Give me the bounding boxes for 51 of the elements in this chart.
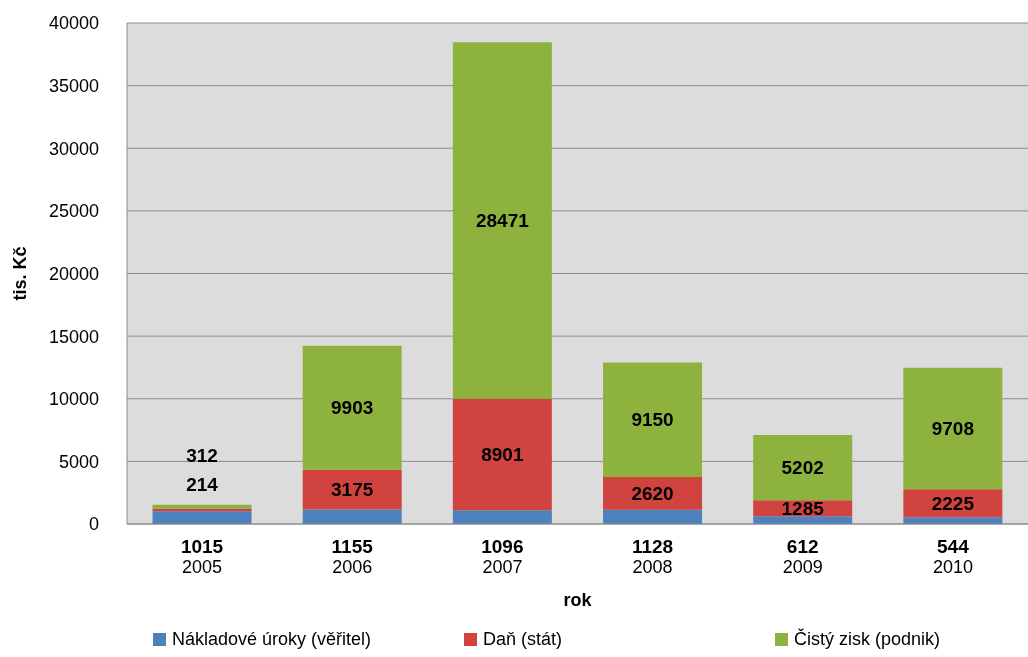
bar [302,345,402,470]
legend-label: Daň (stát) [483,628,563,650]
x-tick-label: 2006 [332,556,373,577]
bar [452,510,552,524]
y-tick-label: 15000 [48,326,99,347]
data-label: 8901 [481,444,524,466]
bar [603,509,703,524]
y-tick-label: 40000 [48,13,99,34]
data-label: 544 [937,535,970,557]
bar [452,398,552,511]
legend-label: Čistý zisk (podnik) [794,628,941,650]
x-tick-label: 2010 [932,556,973,577]
data-label: 1155 [331,535,374,557]
y-tick-label: 35000 [48,76,99,97]
bar [753,435,853,501]
data-label: 612 [786,535,819,557]
data-label: 1128 [631,535,674,557]
bar [152,504,252,509]
y-tick-label: 25000 [48,201,99,222]
legend-label: Nákladové úroky (věřitel) [172,628,372,650]
y-axis-title: tis. Kč [10,246,30,301]
bar [753,516,853,524]
data-label: 5202 [781,457,824,479]
y-tick-label: 20000 [48,263,99,284]
data-label: 9150 [631,409,674,431]
data-label: 312 [186,445,218,467]
bar [302,469,402,510]
data-label: 2620 [631,482,674,504]
x-tick-label: 2009 [782,556,823,577]
y-tick-label: 10000 [48,389,99,410]
x-tick-label: 2007 [482,556,523,577]
x-tick-label: 2005 [182,556,223,577]
bar [302,509,402,524]
bar [452,42,552,399]
data-label: 1285 [781,497,825,519]
x-axis-title: rok [563,590,593,610]
y-tick-label: 30000 [48,138,99,159]
y-tick-label: 0 [88,514,99,535]
data-label: 1015 [180,535,224,557]
data-label: 9708 [931,418,974,440]
data-label: 3175 [331,479,374,501]
data-label: 9903 [331,397,374,419]
x-tick-label: 2008 [632,556,673,577]
data-label: 28471 [475,209,530,231]
y-tick-label: 5000 [58,451,99,472]
bar [903,367,1003,490]
data-label: 214 [186,474,219,496]
data-label: 2225 [931,492,975,514]
data-label: 1096 [481,535,524,557]
bar [152,511,252,524]
bar [603,362,703,478]
